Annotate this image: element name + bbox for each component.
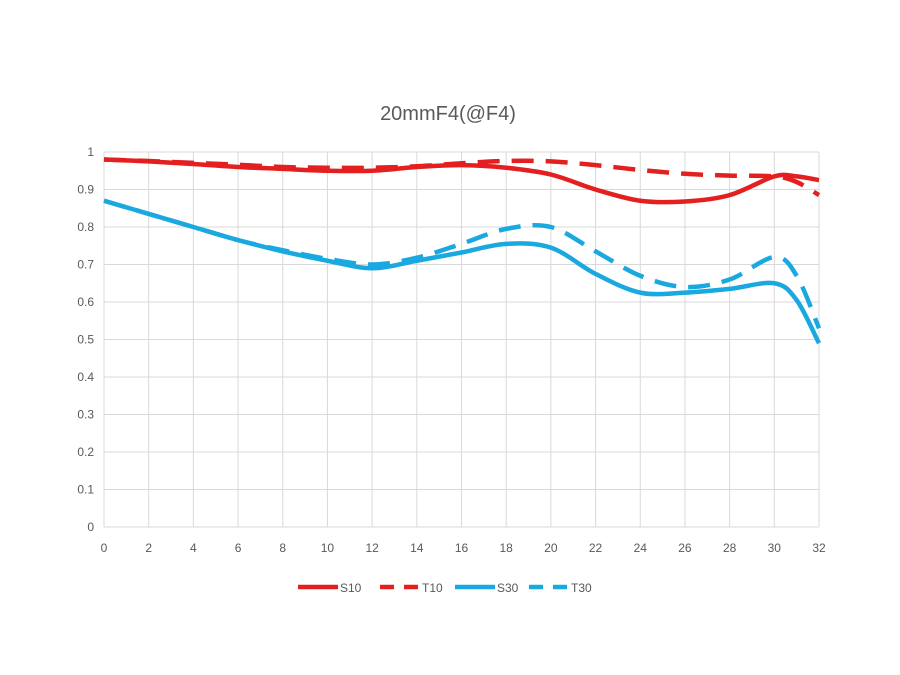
legend-label: T10: [422, 581, 443, 595]
y-tick-label: 0.7: [77, 258, 94, 272]
x-tick-label: 30: [768, 541, 782, 555]
legend: S10 T10 S30 T30: [298, 581, 592, 595]
x-axis-ticks: 0 2 4 6 8 10 12 14 16 18 20 22 24 26 28 30 32: [101, 541, 826, 555]
x-tick-label: 24: [634, 541, 648, 555]
x-tick-label: 6: [235, 541, 242, 555]
y-tick-label: 0.2: [77, 445, 94, 459]
plot-lines: [103, 157, 822, 345]
y-axis-ticks: 0 0.1 0.2 0.3 0.4 0.5 0.6 0.7 0.8 0.9 1: [77, 145, 94, 534]
series-line-t10: [103, 157, 821, 198]
x-tick-label: 16: [455, 541, 469, 555]
legend-label: S10: [340, 581, 362, 595]
x-tick-label: 2: [145, 541, 152, 555]
x-tick-label: 26: [678, 541, 692, 555]
chart-title: 20mmF4(@F4): [380, 103, 516, 125]
x-tick-label: 10: [321, 541, 335, 555]
series-line-s10: [103, 157, 820, 205]
legend-label: S30: [497, 581, 519, 595]
y-tick-label: 0.6: [77, 295, 94, 309]
x-tick-label: 8: [279, 541, 286, 555]
x-tick-label: 0: [101, 541, 108, 555]
series-line-t30: [103, 198, 822, 330]
x-tick-label: 32: [812, 541, 826, 555]
y-tick-label: 0.3: [77, 408, 94, 422]
series-line-s30: [103, 198, 822, 345]
x-tick-label: 14: [410, 541, 424, 555]
x-tick-label: 4: [190, 541, 197, 555]
x-tick-label: 12: [365, 541, 379, 555]
y-tick-label: 0.9: [77, 183, 94, 197]
y-tick-label: 0.8: [77, 220, 94, 234]
y-tick-label: 0.1: [77, 483, 94, 497]
y-tick-label: 1: [87, 145, 94, 159]
y-tick-label: 0.4: [77, 370, 94, 384]
x-tick-label: 28: [723, 541, 737, 555]
legend-label: T30: [571, 581, 592, 595]
y-tick-label: 0: [87, 520, 94, 534]
y-tick-label: 0.5: [77, 333, 94, 347]
grid: [103, 151, 820, 528]
x-tick-label: 20: [544, 541, 558, 555]
x-tick-label: 18: [500, 541, 514, 555]
x-tick-label: 22: [589, 541, 603, 555]
